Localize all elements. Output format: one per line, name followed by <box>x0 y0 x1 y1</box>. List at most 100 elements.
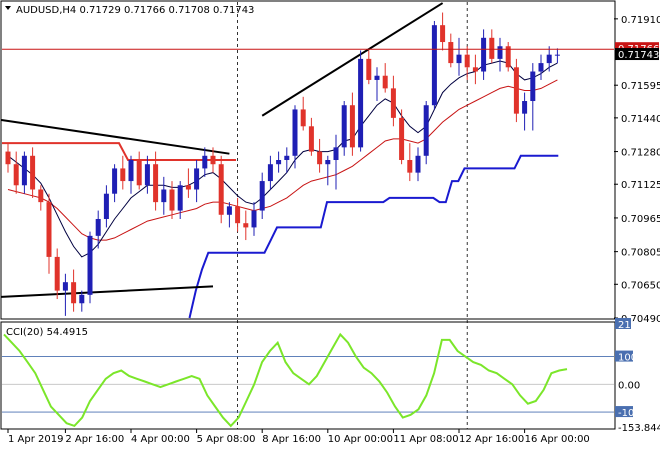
candle-body <box>423 105 429 156</box>
candle-body <box>218 164 224 215</box>
cci-tick-label: -100 <box>618 408 641 419</box>
cci-level-tag <box>615 318 631 329</box>
candle-body <box>366 58 372 80</box>
candle-body <box>481 37 487 72</box>
candle-body <box>464 54 470 68</box>
time-tick-label: 1 Apr 2019 <box>8 434 63 445</box>
cci-level-tag <box>615 350 633 362</box>
candle-body <box>46 202 52 257</box>
candle-body <box>153 164 159 203</box>
candle-body <box>95 218 101 236</box>
time-tick-label: 5 Apr 08:00 <box>197 434 256 445</box>
candle-body <box>440 25 446 43</box>
candle-body <box>415 155 421 173</box>
candle-body <box>284 155 290 160</box>
candle-body <box>87 235 93 295</box>
candle-body <box>112 168 118 194</box>
candle-body <box>251 210 257 228</box>
cci-tick-label: -153.8447 <box>618 423 660 434</box>
candle-body <box>497 46 503 59</box>
time-tick-label: 12 Apr 16:00 <box>459 434 524 445</box>
candle-body <box>128 160 134 182</box>
candle-body <box>21 155 27 186</box>
candle-body <box>226 206 232 215</box>
cci-level-tag <box>615 406 633 418</box>
candle-body <box>530 71 536 102</box>
price-tick-label: 0.71595 <box>621 81 660 92</box>
candle-body <box>177 185 183 211</box>
candle-body <box>554 54 560 56</box>
candle-body <box>103 193 109 219</box>
candle-body <box>489 37 495 59</box>
price-tick-label: 0.70650 <box>621 280 660 291</box>
candle-body <box>374 75 380 80</box>
price-tick-label: 0.70805 <box>621 248 660 259</box>
current-price-text: 0.71743 <box>618 50 659 61</box>
candle-body <box>522 101 528 114</box>
candle-body <box>431 25 437 106</box>
time-tick-label: 10 Apr 00:00 <box>328 434 393 445</box>
candle-body <box>538 63 544 72</box>
cci-indicator: 217.4443 100 0.00 -100 -153.8447 <box>2 318 660 434</box>
candle-body <box>202 155 208 169</box>
candle-body <box>13 164 19 186</box>
price-axis: 0.71910 0.71595 0.71440 0.71280 0.71125 0.709… <box>614 15 660 325</box>
cci-tick-label: 100 <box>618 353 637 364</box>
cci-label: CCI(20) 54.4915 <box>6 327 88 338</box>
price-tick-label: 0.71280 <box>621 148 660 159</box>
candle-body <box>325 160 331 165</box>
candle-body <box>382 75 388 89</box>
current-price-tag <box>615 48 659 61</box>
candle-body <box>448 42 454 64</box>
candle-body <box>349 105 355 148</box>
candle-body <box>546 54 552 64</box>
candle-body <box>38 189 44 203</box>
price-tick-label: 0.70490 <box>621 314 660 325</box>
trendline-upper-left[interactable] <box>1 118 230 155</box>
candle-body <box>161 189 167 203</box>
candle-body <box>120 168 126 182</box>
candle-body <box>505 46 511 68</box>
price-tick-label: 0.71125 <box>621 180 660 191</box>
main-chart-frame <box>0 0 616 320</box>
candle-body <box>259 181 265 211</box>
candle-body <box>472 67 478 72</box>
candle-body <box>235 206 241 224</box>
trendline-rising[interactable] <box>261 2 444 117</box>
candle-body <box>136 160 142 186</box>
cci-tick-label: 0.00 <box>618 380 640 391</box>
candle-body <box>243 223 249 228</box>
time-axis: 1 Apr 2019 2 Apr 16:00 4 Apr 00:00 5 Apr 08… <box>7 429 590 445</box>
triangle-down-icon[interactable] <box>5 6 11 10</box>
time-tick-label: 8 Apr 16:00 <box>262 434 321 445</box>
candle-body <box>407 160 413 173</box>
trendlines[interactable] <box>1 2 444 298</box>
candle-body <box>333 147 339 160</box>
cci-tick-label: 217.4443 <box>618 320 660 331</box>
candle-body <box>292 109 298 156</box>
candle-body <box>267 164 273 182</box>
candle-body <box>513 67 519 114</box>
candle-body <box>308 126 314 152</box>
candle-body <box>317 151 323 165</box>
candle-body <box>144 164 150 186</box>
time-tick-label: 4 Apr 00:00 <box>131 434 190 445</box>
indicator-frame <box>0 321 616 430</box>
candles <box>5 12 560 316</box>
price-tick-label: 0.71910 <box>621 15 660 26</box>
candle-body <box>79 294 85 304</box>
candle-body <box>210 155 216 165</box>
candle-body <box>30 155 36 190</box>
symbol-header: AUDUSD,H4 0.71729 0.71766 0.71708 0.7174… <box>16 5 254 16</box>
ma-fast-line <box>7 60 558 258</box>
time-tick-label: 11 Apr 08:00 <box>393 434 458 445</box>
channel-upper-line <box>2 142 236 161</box>
candle-body <box>5 151 11 165</box>
candle-body <box>300 109 306 127</box>
moving-averages <box>7 60 558 258</box>
candle-body <box>169 189 175 211</box>
price-tick-label: 0.71440 <box>621 114 660 125</box>
trendline-lower-left[interactable] <box>1 285 214 298</box>
